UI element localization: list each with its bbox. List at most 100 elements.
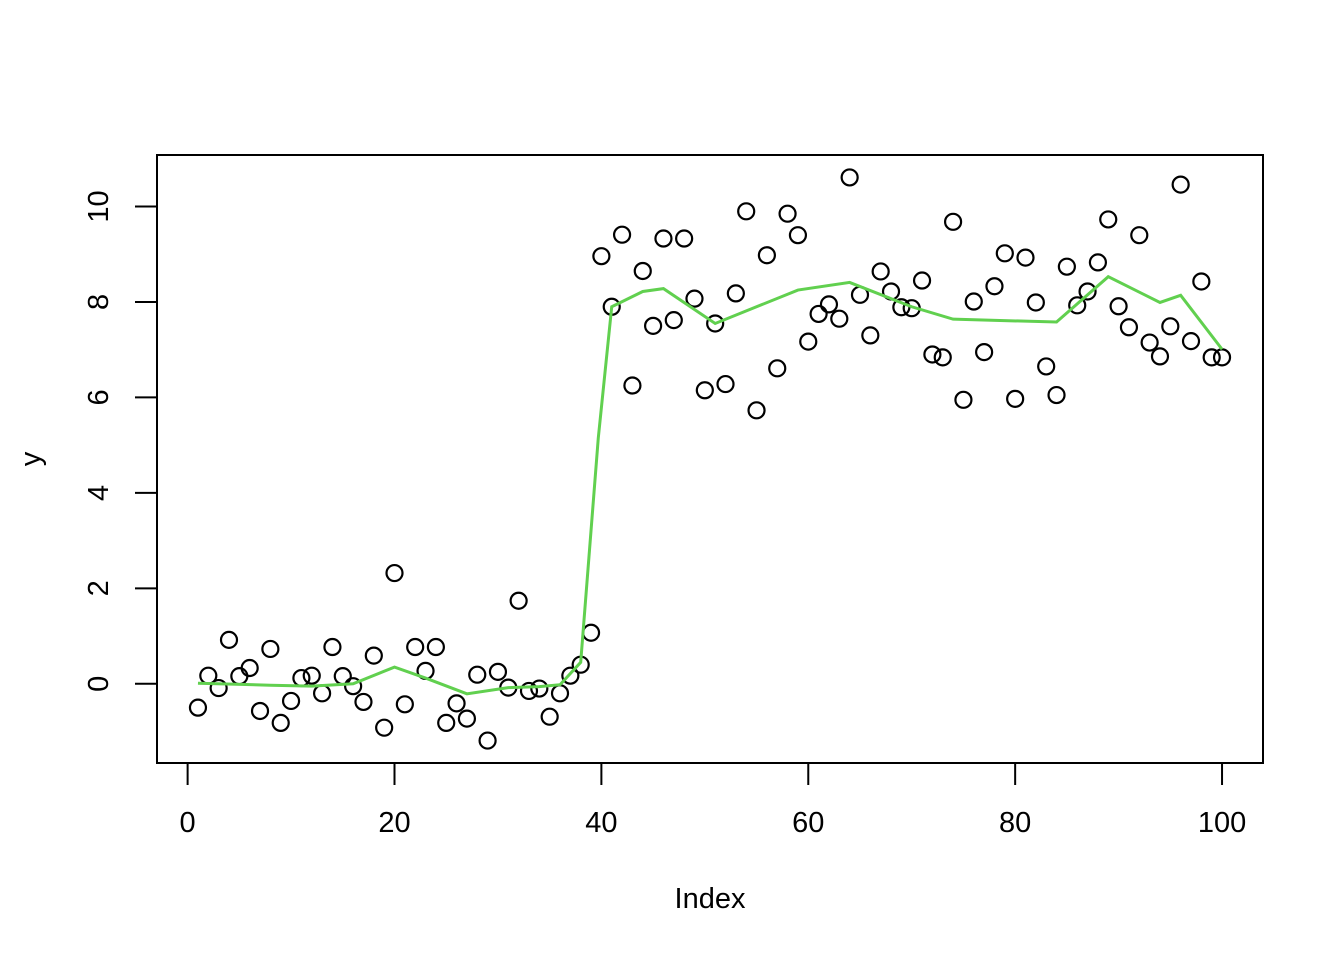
data-point <box>478 731 497 750</box>
data-point <box>612 225 632 244</box>
data-point <box>933 348 952 367</box>
x-axis-tick-label: 80 <box>999 807 1031 839</box>
y-axis-tick-label: 6 <box>83 389 115 405</box>
data-point <box>706 314 725 333</box>
data-point <box>250 701 270 721</box>
data-point <box>954 390 973 409</box>
data-point <box>644 316 663 335</box>
data-point <box>747 401 766 420</box>
data-point <box>1202 348 1221 367</box>
data-point <box>333 667 352 686</box>
data-point <box>675 229 694 248</box>
data-point <box>530 679 549 698</box>
data-point <box>509 591 528 610</box>
y-axis-tick-label: 2 <box>83 580 115 596</box>
smoother-line <box>197 274 1224 696</box>
data-point <box>447 694 466 713</box>
data-point <box>1078 282 1097 301</box>
y-axis-tick-label: 4 <box>83 485 115 501</box>
x-axis-title: Index <box>675 883 746 915</box>
data-point <box>302 666 321 685</box>
data-point <box>1047 385 1066 405</box>
data-point <box>261 639 280 659</box>
data-point <box>737 202 756 221</box>
x-axis-tick-label: 60 <box>792 807 824 839</box>
data-point <box>406 637 425 657</box>
data-point <box>975 342 994 362</box>
y-axis-tick-label: 0 <box>83 676 115 692</box>
data-point <box>840 168 859 187</box>
data-point <box>757 246 776 265</box>
data-point <box>426 637 445 657</box>
data-point <box>1068 296 1087 315</box>
data-point <box>1088 253 1108 272</box>
data-point <box>788 226 808 245</box>
data-point <box>1016 248 1035 267</box>
data-point <box>985 277 1004 296</box>
data-point <box>519 681 539 701</box>
data-point <box>395 695 414 714</box>
data-point <box>540 707 559 726</box>
data-point <box>354 692 373 712</box>
data-point <box>188 698 208 717</box>
data-point <box>664 311 683 330</box>
data-point <box>1140 333 1159 352</box>
data-point <box>271 713 290 733</box>
data-point <box>437 713 456 733</box>
data-point <box>550 684 570 703</box>
data-point <box>1037 357 1056 376</box>
data-point <box>819 295 839 314</box>
data-point <box>1006 389 1025 408</box>
x-axis-tick-label: 20 <box>378 807 410 839</box>
x-axis-tick-label: 100 <box>1198 807 1246 839</box>
plot-box <box>156 154 1264 764</box>
data-point <box>1212 348 1232 367</box>
data-point <box>1171 175 1190 194</box>
data-point <box>1181 332 1201 351</box>
data-point <box>281 691 301 711</box>
data-point <box>923 345 942 364</box>
x-axis-tick-label: 40 <box>585 807 617 839</box>
data-point <box>592 247 611 266</box>
data-point <box>1026 293 1045 312</box>
y-axis-title: y <box>15 451 47 466</box>
data-point <box>219 630 239 649</box>
data-point <box>809 304 828 324</box>
data-point <box>385 563 404 583</box>
data-point <box>488 662 508 681</box>
data-point <box>623 376 642 395</box>
data-point <box>344 677 363 696</box>
data-point <box>457 709 477 728</box>
data-point <box>1150 347 1170 366</box>
data-point <box>768 359 787 378</box>
data-point <box>240 658 259 678</box>
data-point <box>1099 210 1118 229</box>
data-point <box>871 262 890 281</box>
data-point <box>799 332 818 351</box>
y-axis-tick-label: 8 <box>83 294 115 310</box>
data-point <box>633 261 652 281</box>
data-point <box>778 204 797 223</box>
data-point <box>912 271 932 290</box>
data-point <box>861 326 880 345</box>
data-point <box>716 374 735 394</box>
data-point <box>830 309 849 328</box>
y-axis-tick-label: 10 <box>83 190 115 222</box>
data-point <box>1109 297 1128 316</box>
data-point <box>561 666 580 685</box>
data-point <box>685 289 704 308</box>
data-point <box>292 668 311 688</box>
plot-generated-layer: 0 20 40 60 80 100 0 2 4 6 8 10 <box>83 154 1264 839</box>
data-point <box>943 212 963 231</box>
x-axis-tick-label: 0 <box>180 807 196 839</box>
data-point <box>364 646 383 665</box>
data-point <box>323 637 342 657</box>
data-point <box>964 292 983 311</box>
data-point <box>1192 272 1211 291</box>
data-point <box>1057 257 1076 276</box>
data-point <box>468 665 487 684</box>
data-point <box>995 244 1014 263</box>
data-point <box>230 667 249 686</box>
